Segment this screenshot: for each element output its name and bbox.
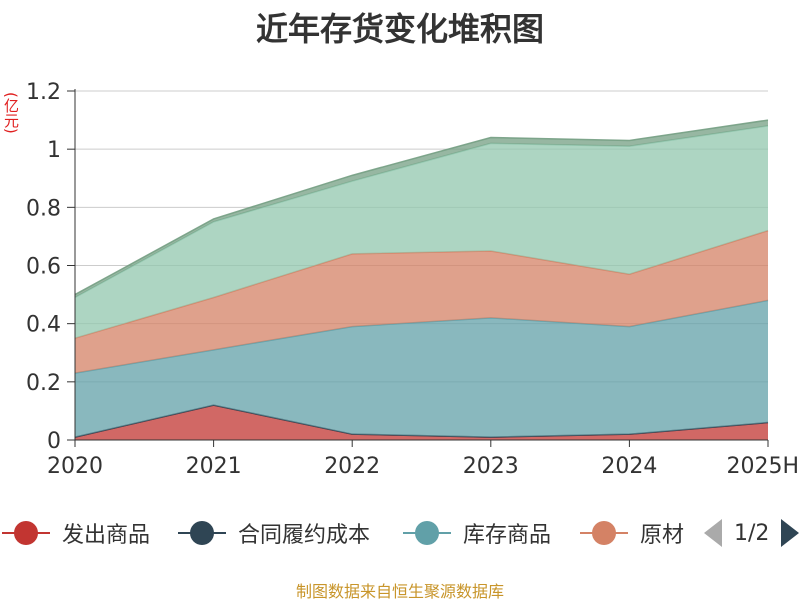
series-line-6	[74, 119, 769, 296]
legend-marker	[2, 521, 50, 545]
x-tick-label: 2025H	[726, 454, 799, 479]
area-series-5	[75, 125, 768, 339]
legend-item-库存商品[interactable]: 库存商品	[403, 515, 551, 551]
legend-pager: 1/2	[700, 515, 800, 551]
legend-page-indicator: 1/2	[734, 520, 770, 546]
y-tick-label: 1.2	[26, 80, 61, 105]
chart-title: 近年存货变化堆积图	[255, 10, 544, 48]
legend-marker	[403, 521, 451, 545]
x-tick-label: 2022	[324, 454, 380, 479]
x-tick-label: 2024	[601, 454, 657, 479]
legend-items: 发出商品 合同履约成本 库存商品 原材料	[0, 505, 684, 561]
axes: 0 0.2 0.4 0.6 0.8 1 1.2 2020 2021 2022 2023 2024 202…	[26, 80, 799, 479]
y-axis-unit: (亿元)	[2, 92, 20, 134]
legend-label: 原材料	[640, 523, 684, 548]
y-tick-label: 0	[47, 429, 61, 454]
y-tick-label: 0.2	[26, 371, 61, 396]
legend-label: 合同履约成本	[238, 523, 371, 548]
legend-label: 发出商品	[62, 523, 151, 548]
legend-item-发出商品[interactable]: 发出商品	[2, 515, 150, 551]
y-tick-label: 1	[47, 138, 61, 163]
legend-item-原材料[interactable]: 原材料	[580, 515, 684, 551]
area-series-4	[75, 230, 768, 374]
legend-item-合同履约成本[interactable]: 合同履约成本	[178, 515, 370, 551]
legend-marker	[580, 521, 628, 545]
legend: 发出商品 合同履约成本 库存商品 原材料 1/2	[0, 505, 800, 561]
x-tick-label: 2020	[47, 454, 103, 479]
x-tick-label: 2023	[463, 454, 519, 479]
y-tick-label: 0.8	[26, 196, 61, 221]
stacked-area-chart: 0 0.2 0.4 0.6 0.8 1 1.2 2020 2021 2022 2023 2024 202…	[26, 80, 799, 479]
area-series-1	[75, 405, 768, 440]
legend-marker	[178, 521, 226, 545]
area-series	[74, 119, 769, 440]
y-tick-label: 0.6	[26, 255, 61, 280]
legend-label: 库存商品	[463, 523, 552, 548]
y-tick-label: 0.4	[26, 313, 61, 338]
area-series-3	[75, 300, 768, 438]
x-tick-label: 2021	[186, 454, 242, 479]
data-source-note: 制图数据来自恒生聚源数据库	[295, 582, 504, 601]
legend-next-page-button[interactable]	[781, 519, 800, 547]
legend-prev-page-button[interactable]	[704, 519, 722, 547]
